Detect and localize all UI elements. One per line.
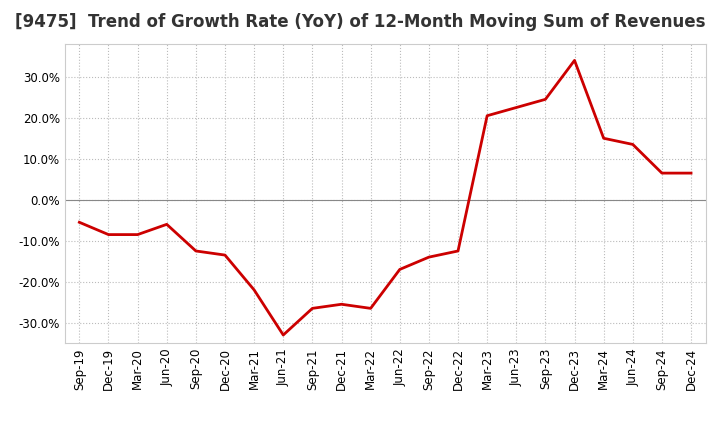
- Text: [9475]  Trend of Growth Rate (YoY) of 12-Month Moving Sum of Revenues: [9475] Trend of Growth Rate (YoY) of 12-…: [14, 13, 706, 31]
